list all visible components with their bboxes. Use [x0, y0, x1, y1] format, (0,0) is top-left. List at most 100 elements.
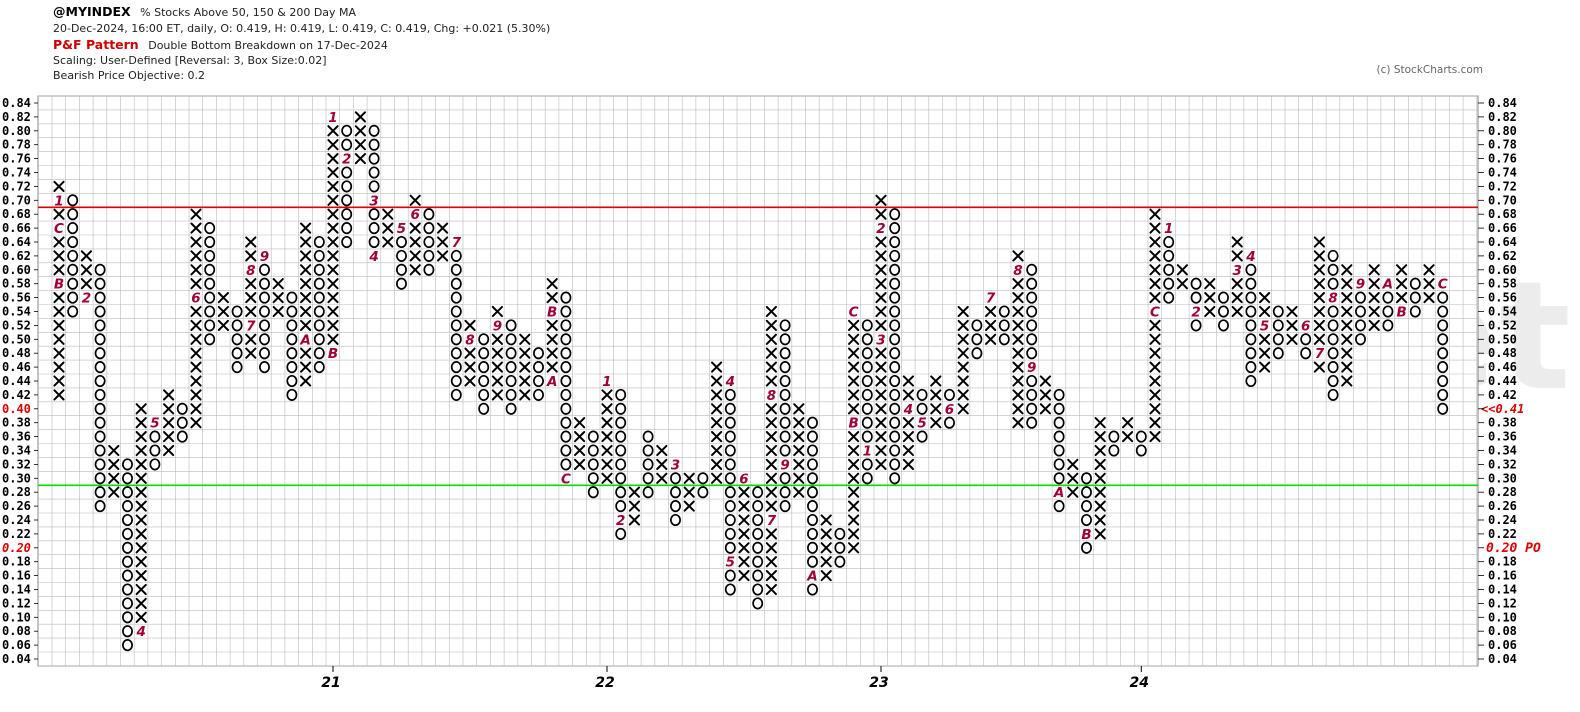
x-box: [245, 333, 257, 345]
o-box: [94, 486, 106, 499]
o-box: [889, 416, 901, 429]
x-box: [601, 458, 613, 470]
o-box: [122, 527, 133, 540]
x-box: [765, 458, 777, 470]
x-box: [108, 472, 120, 484]
o-box: [1135, 444, 1147, 457]
o-box: [560, 305, 572, 318]
x-box: [683, 486, 695, 498]
o-box: [259, 263, 270, 276]
x-box: [957, 319, 969, 331]
x-box: [53, 250, 65, 262]
x-box: [1286, 305, 1298, 318]
x-box: [1341, 278, 1353, 290]
x-box: [1231, 250, 1243, 262]
y-tick-label-left: 0.12: [2, 596, 31, 610]
o-box: [259, 319, 270, 332]
o-box: [861, 361, 873, 374]
y-tick-label-left: 0.68: [2, 207, 31, 221]
o-box: [752, 513, 764, 527]
x-box: [820, 528, 832, 540]
o-box: [396, 235, 407, 249]
y-tick-label-right: 0.84: [1488, 96, 1517, 110]
o-box: [1053, 500, 1065, 513]
y-tick-label-right: 0.10: [1488, 610, 1517, 624]
o-box: [1053, 402, 1065, 415]
x-box: [1368, 305, 1380, 318]
o-box: [94, 444, 106, 457]
month-marker: 1: [54, 193, 63, 209]
month-marker: 1: [863, 444, 872, 460]
o-box: [670, 486, 681, 499]
month-marker: 8: [246, 263, 255, 279]
month-marker: 3: [876, 332, 885, 348]
y-tick-label-right: 0.62: [1488, 249, 1517, 263]
y-tick-label-right: 0.72: [1488, 179, 1517, 193]
x-box: [300, 250, 312, 262]
o-box: [889, 222, 901, 235]
x-box: [765, 361, 777, 373]
copyright-credit: (c) StockCharts.com: [1376, 64, 1483, 76]
x-box: [848, 375, 860, 387]
month-marker: 4: [725, 374, 735, 390]
x-box: [875, 208, 887, 220]
x-box: [683, 472, 695, 484]
x-box: [820, 570, 832, 582]
o-box: [533, 347, 544, 360]
x-box: [1094, 444, 1106, 457]
x-box: [848, 514, 860, 526]
x-box: [1396, 278, 1408, 290]
o-box: [368, 152, 380, 165]
o-box: [587, 458, 599, 471]
right-objective-bg: [1480, 540, 1550, 554]
month-marker: 6: [410, 207, 419, 223]
y-tick-label-left: 0.56: [2, 291, 31, 305]
o-box: [368, 138, 380, 151]
o-box: [889, 305, 901, 318]
o-box: [368, 166, 380, 179]
x-box: [1012, 250, 1024, 262]
x-box: [875, 250, 887, 262]
x-box: [765, 417, 777, 429]
o-box: [889, 277, 901, 290]
o-box: [807, 527, 818, 540]
x-box: [1094, 500, 1106, 512]
o-box: [807, 513, 818, 527]
x-box: [601, 431, 613, 443]
y-tick-label-right: 0.36: [1488, 430, 1517, 444]
x-box: [738, 570, 750, 582]
x-box: [190, 333, 202, 345]
y-tick-label-left: 0.70: [2, 193, 31, 207]
o-box: [779, 416, 791, 429]
o-box: [313, 235, 325, 249]
o-box: [1053, 472, 1065, 485]
x-box: [957, 389, 969, 401]
o-box: [752, 569, 764, 582]
x-box: [491, 375, 503, 387]
x-box: [930, 375, 942, 387]
o-box: [697, 486, 709, 499]
o-box: [1245, 319, 1257, 332]
o-box: [861, 402, 873, 415]
month-marker: C: [1150, 305, 1160, 321]
o-box: [1218, 319, 1229, 332]
month-marker: 9: [780, 457, 789, 473]
x-box: [163, 417, 175, 429]
o-box: [149, 430, 161, 443]
x-box: [1012, 389, 1024, 401]
x-box: [300, 361, 312, 373]
month-marker: A: [299, 332, 310, 348]
x-box: [135, 597, 147, 609]
x-box: [245, 347, 257, 359]
y-tick-label-left: 0.26: [2, 499, 31, 513]
x-box: [875, 444, 887, 457]
x-box: [848, 361, 860, 373]
x-box: [409, 264, 421, 276]
o-box: [67, 235, 79, 249]
o-box: [231, 333, 243, 346]
o-box: [122, 486, 133, 499]
o-box: [560, 319, 572, 332]
x-box: [53, 319, 65, 331]
o-box: [889, 208, 901, 221]
o-box: [916, 402, 928, 415]
